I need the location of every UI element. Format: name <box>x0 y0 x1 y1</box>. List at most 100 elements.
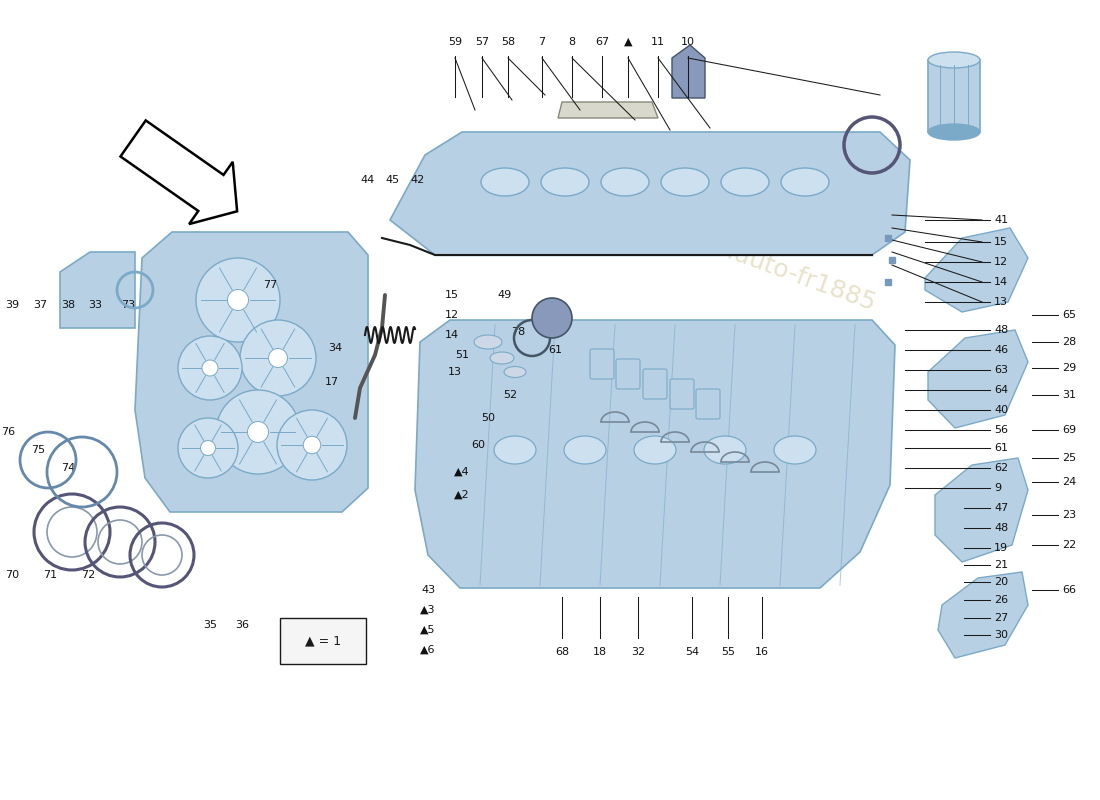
Text: 47: 47 <box>994 503 1009 513</box>
Polygon shape <box>938 572 1028 658</box>
Text: 56: 56 <box>994 425 1008 435</box>
Text: 12: 12 <box>444 310 459 320</box>
Text: 19: 19 <box>994 543 1008 553</box>
Circle shape <box>216 390 300 474</box>
Text: 70: 70 <box>4 570 19 580</box>
Circle shape <box>277 410 346 480</box>
Text: 22: 22 <box>1062 540 1076 550</box>
Text: 54: 54 <box>685 647 700 657</box>
Text: 62: 62 <box>994 463 1008 473</box>
Ellipse shape <box>564 436 606 464</box>
FancyBboxPatch shape <box>670 379 694 409</box>
Text: 77: 77 <box>263 280 277 290</box>
Text: 27: 27 <box>994 613 1009 623</box>
Text: 64: 64 <box>994 385 1008 395</box>
Text: ▲3: ▲3 <box>420 605 436 615</box>
Text: ▲: ▲ <box>624 37 632 47</box>
Ellipse shape <box>661 168 710 196</box>
Ellipse shape <box>720 168 769 196</box>
Text: 26: 26 <box>994 595 1008 605</box>
FancyBboxPatch shape <box>696 389 720 419</box>
Text: 28: 28 <box>1062 337 1076 347</box>
Ellipse shape <box>601 168 649 196</box>
Text: 76: 76 <box>1 427 15 437</box>
Text: 30: 30 <box>994 630 1008 640</box>
Text: 12: 12 <box>994 257 1008 267</box>
Text: ▲4: ▲4 <box>454 467 470 477</box>
Circle shape <box>178 418 238 478</box>
Text: 18: 18 <box>593 647 607 657</box>
Polygon shape <box>558 102 658 118</box>
Text: 13: 13 <box>448 367 462 377</box>
Text: 33: 33 <box>88 300 102 310</box>
Circle shape <box>196 258 280 342</box>
Text: 20: 20 <box>994 577 1008 587</box>
Ellipse shape <box>781 168 829 196</box>
Ellipse shape <box>481 168 529 196</box>
Text: 45: 45 <box>385 175 399 185</box>
Text: 37: 37 <box>33 300 47 310</box>
Text: 63: 63 <box>994 365 1008 375</box>
Polygon shape <box>672 45 705 98</box>
Text: 71: 71 <box>43 570 57 580</box>
Text: ▲5: ▲5 <box>420 625 436 635</box>
Text: 42: 42 <box>411 175 425 185</box>
Polygon shape <box>925 228 1028 312</box>
Text: 69: 69 <box>1062 425 1076 435</box>
Text: 59: 59 <box>448 37 462 47</box>
Text: 15: 15 <box>446 290 459 300</box>
Text: ▲2: ▲2 <box>454 490 470 500</box>
Text: 72: 72 <box>81 570 95 580</box>
Text: 10: 10 <box>681 37 695 47</box>
Text: 29: 29 <box>1062 363 1076 373</box>
Text: 52: 52 <box>503 390 517 400</box>
Polygon shape <box>390 132 910 255</box>
Circle shape <box>532 298 572 338</box>
Circle shape <box>178 336 242 400</box>
Text: 23: 23 <box>1062 510 1076 520</box>
Text: 51: 51 <box>455 350 469 360</box>
Text: 41: 41 <box>994 215 1008 225</box>
Text: 25: 25 <box>1062 453 1076 463</box>
Circle shape <box>228 290 249 310</box>
Polygon shape <box>60 252 135 328</box>
Text: 68: 68 <box>554 647 569 657</box>
Text: 8: 8 <box>569 37 575 47</box>
FancyBboxPatch shape <box>280 618 366 664</box>
Text: 78: 78 <box>510 327 525 337</box>
Circle shape <box>268 349 287 367</box>
Text: 32: 32 <box>631 647 645 657</box>
Text: 73: 73 <box>121 300 135 310</box>
Text: 48: 48 <box>994 523 1009 533</box>
Text: 58: 58 <box>500 37 515 47</box>
Text: ▲ = 1: ▲ = 1 <box>305 634 341 647</box>
Ellipse shape <box>704 436 746 464</box>
Polygon shape <box>928 330 1028 428</box>
Bar <box>928 60 980 132</box>
Text: 53: 53 <box>541 303 556 313</box>
Text: 46: 46 <box>994 345 1008 355</box>
Ellipse shape <box>774 436 816 464</box>
Text: 13: 13 <box>994 297 1008 307</box>
Text: 55: 55 <box>720 647 735 657</box>
Text: 66: 66 <box>1062 585 1076 595</box>
Ellipse shape <box>474 335 502 349</box>
Text: 75: 75 <box>31 445 45 455</box>
Text: 57: 57 <box>475 37 490 47</box>
FancyBboxPatch shape <box>590 349 614 379</box>
Text: 11: 11 <box>651 37 666 47</box>
Text: 34: 34 <box>328 343 342 353</box>
Text: 40: 40 <box>994 405 1008 415</box>
Text: a passion for: a passion for <box>420 433 684 467</box>
Ellipse shape <box>928 52 980 68</box>
Polygon shape <box>415 320 895 588</box>
Text: 48: 48 <box>994 325 1009 335</box>
Text: 65: 65 <box>1062 310 1076 320</box>
Circle shape <box>304 436 321 454</box>
Text: 49: 49 <box>498 290 513 300</box>
Text: 24: 24 <box>1062 477 1076 487</box>
Text: 43: 43 <box>421 585 436 595</box>
Text: 74: 74 <box>60 463 75 473</box>
Text: 14: 14 <box>994 277 1008 287</box>
Text: 9: 9 <box>994 483 1001 493</box>
